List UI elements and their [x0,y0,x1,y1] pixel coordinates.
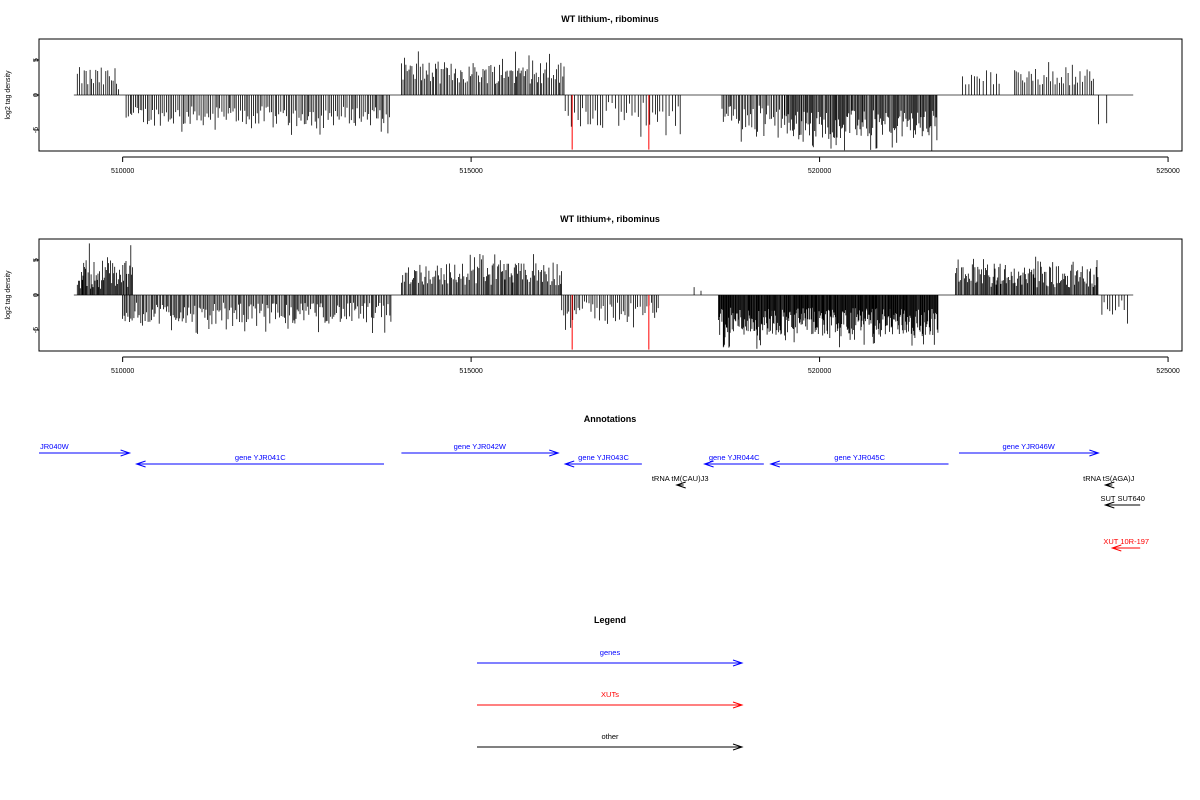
x-tick-label: 515000 [459,368,482,375]
annotation-arrow-head [703,460,714,468]
annotation-arrow-head [120,449,132,457]
annotation-feature: JR040W [39,442,132,457]
x-tick-label: 510000 [111,368,134,375]
annotation-feature: tRNA tM(CAU)J3 [652,474,709,489]
annotation-feature: SUT SUT640 [1101,494,1145,509]
annotation-feature: gene YJR046W [958,442,1100,457]
legend-label: other [601,732,619,741]
legend-item: other [477,732,744,751]
legend-arrow-head [732,659,744,667]
annotation-label: tRNA tS(AGA)J [1083,474,1135,483]
annotations-title: Annotations [584,414,637,424]
annotation-label: tRNA tM(CAU)J3 [652,474,709,483]
data-bars [73,51,1134,152]
axes: 5 0 -5 510000 515000 520000 525000 [33,58,1180,175]
annotation-feature: tRNA tS(AGA)J [1083,474,1135,489]
y-tick-label: -5 [33,127,40,133]
annotation-label: XUT 10R-197 [1103,537,1149,546]
annotations-panel: Annotations JR040W gene YJR041C gene YJR04… [39,414,1149,552]
annotation-arrow-head [549,449,560,457]
x-tick-label: 520000 [808,368,831,375]
x-tick-label: 520000 [808,168,831,175]
annotation-arrow-head [675,481,686,489]
y-tick-label: 0 [33,93,40,97]
x-tick-label: 510000 [111,168,134,175]
panel-lithium-minus: WT lithium-, ribominus log2 tag density … [5,14,1183,175]
legend: Legend genes XUTs other [477,615,744,751]
annotation-label: gene YJR042W [454,442,507,451]
annotation-arrow-head [1103,501,1115,509]
legend-items: genes XUTs other [477,648,744,751]
legend-title: Legend [594,615,626,625]
annotation-arrow-head [563,460,575,468]
annotation-label: JR040W [40,442,70,451]
axes: 5 0 -5 510000 515000 520000 525000 [33,258,1180,375]
annotation-arrow-head [1110,544,1122,552]
panel-title: WT lithium-, ribominus [561,14,659,24]
x-tick-label: 525000 [1156,168,1179,175]
y-axis-label: log2 tag density [5,70,12,120]
annotation-feature: gene YJR043C [563,453,642,468]
y-tick-label: 5 [33,258,40,262]
legend-label: XUTs [601,690,619,699]
data-bars [73,243,1134,350]
annotation-label: gene YJR044C [709,453,760,462]
x-tick-label: 515000 [459,168,482,175]
annotation-feature: gene YJR041C [134,453,384,468]
legend-label: genes [600,648,621,657]
annotation-feature: gene YJR044C [703,453,764,468]
legend-arrow-head [732,701,744,709]
panel-lithium-plus: WT lithium+, ribominus log2 tag density … [5,214,1183,375]
annotation-label: SUT SUT640 [1101,494,1145,503]
y-axis-label: log2 tag density [5,270,12,320]
legend-item: XUTs [477,690,744,709]
panel-title: WT lithium+, ribominus [560,214,660,224]
y-tick-label: 0 [33,293,40,297]
annotation-label: gene YJR046W [1002,442,1055,451]
y-tick-label: -5 [33,327,40,333]
annotation-arrow-head [134,460,146,468]
annotation-feature: gene YJR042W [401,442,560,457]
annotation-label: gene YJR045C [834,453,885,462]
legend-arrow-head [732,743,744,751]
annotation-label: gene YJR043C [578,453,629,462]
annotation-label: gene YJR041C [235,453,286,462]
annotation-arrow-head [1089,449,1100,457]
annotation-arrow-head [1103,481,1115,489]
y-tick-label: 5 [33,58,40,62]
legend-item: genes [477,648,744,667]
annotation-feature: XUT 10R-197 [1103,537,1149,552]
annotation-features: JR040W gene YJR041C gene YJR042W gene YJR04… [39,442,1149,552]
annotation-feature: gene YJR045C [769,453,949,468]
x-tick-label: 525000 [1156,368,1179,375]
annotation-arrow-head [769,460,780,468]
